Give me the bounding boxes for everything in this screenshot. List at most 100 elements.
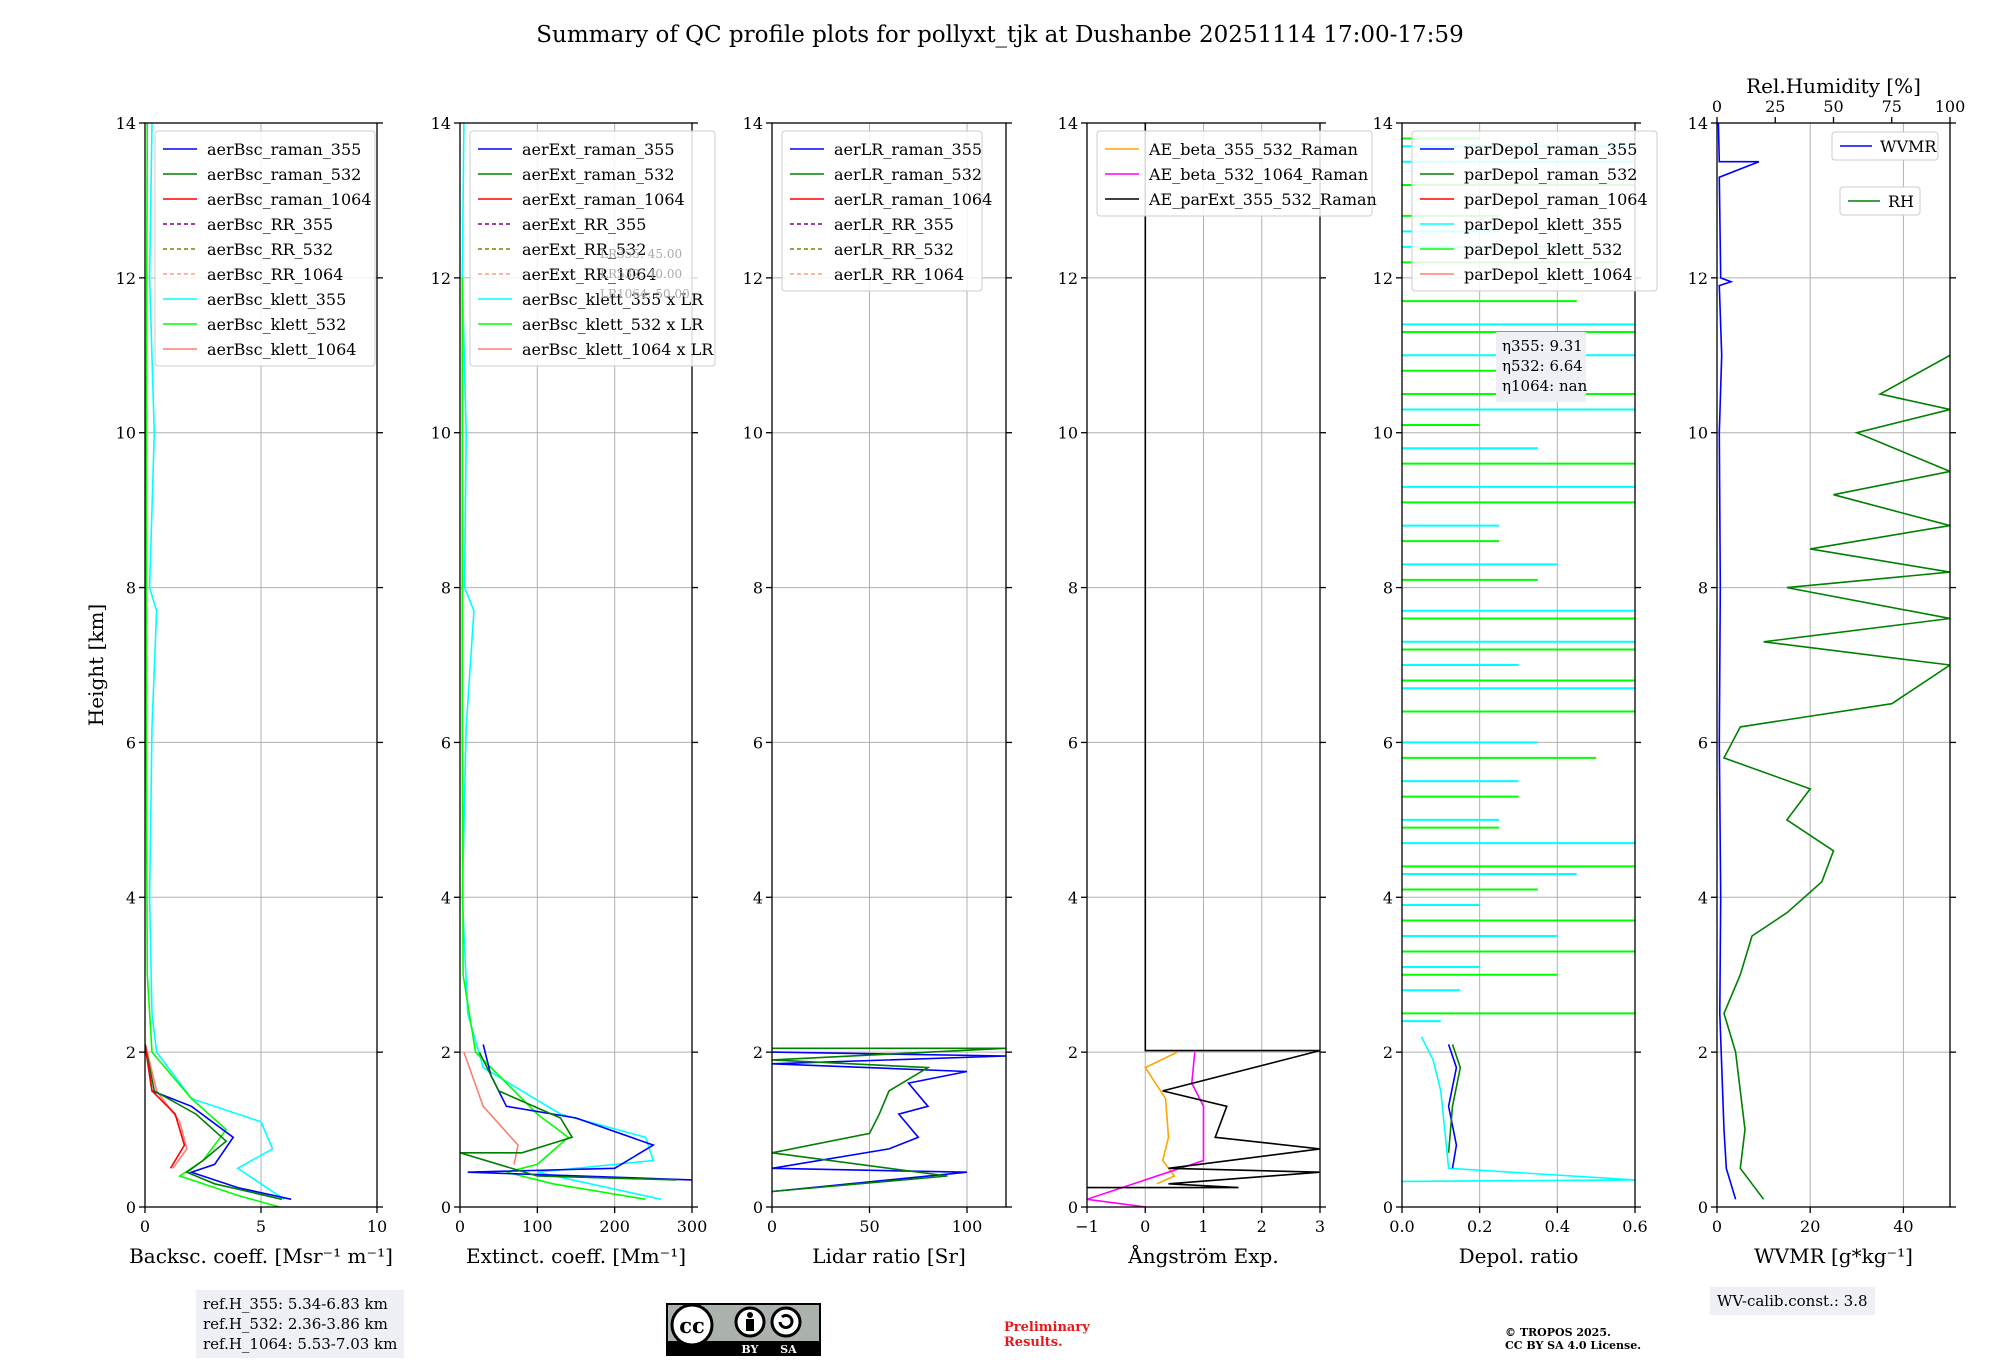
y-tick-label: 4: [441, 888, 451, 907]
legend-label: aerExt_RR_355: [522, 215, 646, 234]
y-tick-label: 0: [126, 1198, 136, 1217]
plot-area: [145, 123, 292, 1207]
legend-label: aerBsc_klett_532 x LR: [522, 315, 704, 334]
axes-frame: [1716, 122, 1951, 1208]
ref-heights-box: ref.H_355: 5.34-6.83 km ref.H_532: 2.36-…: [196, 1290, 405, 1358]
series-klett_1064: [463, 1051, 519, 1165]
x-tick-label: 40: [1893, 1217, 1913, 1236]
x-tick-label: 20: [1800, 1217, 1820, 1236]
legend-label: aerLR_RR_355: [834, 215, 954, 234]
axes-frame: [771, 122, 1007, 1208]
legend-label: aerBsc_klett_532: [207, 315, 346, 334]
legend: parDepol_raman_355 parDepol_raman_532 parD…: [1411, 130, 1658, 292]
legend-label: aerExt_RR_1064: [522, 265, 657, 284]
series-raman_1064: [145, 1044, 186, 1169]
legend-label: aerExt_raman_1064: [522, 190, 685, 209]
legend-label: aerBsc_klett_1064 x LR: [522, 340, 714, 359]
x2-tick-label: 50: [1823, 97, 1843, 116]
x-tick-label: 50: [859, 1217, 879, 1236]
y-tick-label: 0: [1068, 1198, 1078, 1217]
x2-tick-label: 100: [1935, 97, 1966, 116]
annotation-text: LR355: 45.00: [600, 247, 682, 261]
y-tick-label: 2: [441, 1043, 451, 1062]
plot-area: [772, 1047, 1006, 1193]
x-axis-label: Ångström Exp.: [1127, 1243, 1278, 1268]
y-tick-label: 12: [1058, 269, 1078, 288]
plot-area: [1402, 137, 1635, 1183]
legend-label: aerLR_raman_1064: [834, 190, 992, 209]
legend-label: AE_parExt_355_532_Raman: [1148, 190, 1377, 209]
series-raman_355: [467, 1044, 692, 1181]
legend-box: [781, 130, 983, 292]
y-tick-label: 10: [1688, 424, 1708, 443]
y-tick-label: 14: [116, 114, 136, 133]
x-tick-label: 0: [455, 1217, 465, 1236]
legend-label: aerLR_raman_355: [834, 140, 982, 159]
y-tick-label: 0: [753, 1198, 763, 1217]
x-axis-label: Lidar ratio [Sr]: [812, 1244, 966, 1268]
panel-depol: 0 2 4 6 8 10 12 14 0.0 0.2 0.4 0.6 Depol. ratio parDe…: [1373, 114, 1658, 1268]
legend-label: aerLR_RR_1064: [834, 265, 964, 284]
panel-bsc: 0 2 4 6 8 10 12 14 0 5 10 Backsc. coeff. [Msr⁻¹ m⁻¹…: [116, 114, 393, 1268]
legend-label: aerExt_raman_355: [522, 140, 675, 159]
x-tick-label: 10: [367, 1217, 387, 1236]
axes-frame: [459, 122, 693, 1208]
y-tick-label: 8: [753, 579, 763, 598]
legend-label: aerLR_RR_532: [834, 240, 954, 259]
copyright-line-1: © TROPOS 2025.: [1505, 1326, 1611, 1339]
y-tick-label: 10: [116, 424, 136, 443]
x-tick-label: 100: [952, 1217, 983, 1236]
legend-label: aerBsc_RR_355: [207, 215, 333, 234]
legend-box: [154, 130, 376, 367]
x-tick-label: 0.0: [1389, 1217, 1414, 1236]
x-tick-label: 0: [1140, 1217, 1150, 1236]
legend: aerExt_raman_355 aerExt_raman_532 aerExt_r…: [469, 130, 716, 367]
x2-tick-label: 75: [1882, 97, 1902, 116]
x-axis-label: WVMR [g*kg⁻¹]: [1754, 1244, 1913, 1268]
x-tick-label: 300: [677, 1217, 708, 1236]
y-tick-label: 14: [1373, 114, 1393, 133]
series-klett_1064: [145, 1044, 188, 1169]
x-tick-label: 200: [599, 1217, 630, 1236]
axes-frame: [1401, 122, 1636, 1208]
legend-entry: RH: [1839, 186, 1921, 216]
y-tick-label: 10: [743, 424, 763, 443]
y-tick-label: 10: [431, 424, 451, 443]
y-tick-label: 2: [1698, 1043, 1708, 1062]
y-tick-label: 14: [743, 114, 763, 133]
legend-label: RH: [1888, 192, 1914, 211]
series-raman_355: [1447, 1044, 1458, 1169]
legend-label: aerBsc_raman_1064: [207, 190, 372, 209]
legend: aerBsc_raman_355 aerBsc_raman_532 aerBsc_r…: [154, 130, 376, 367]
x-tick-label: 3: [1315, 1217, 1325, 1236]
cc-logo-icon: [670, 1303, 714, 1347]
svg-text:cc: cc: [679, 1313, 705, 1338]
x-axis-label: Depol. ratio: [1459, 1244, 1579, 1268]
x-tick-label: 0.6: [1622, 1217, 1647, 1236]
legend-label: AE_beta_355_532_Raman: [1148, 140, 1358, 159]
plot-area: [1087, 123, 1320, 1207]
y-tick-label: 8: [1698, 579, 1708, 598]
y-tick-label: 8: [1068, 579, 1078, 598]
x-tick-label: −1: [1075, 1217, 1099, 1236]
y-tick-label: 6: [126, 733, 136, 752]
annotation-text: LR1064: 50.00: [600, 287, 690, 301]
y-tick-label: 8: [126, 579, 136, 598]
wv-calib-box: WV-calib.const.: 3.8: [1710, 1287, 1875, 1315]
x-tick-label: 0: [1712, 1217, 1722, 1236]
y-tick-label: 8: [1383, 579, 1393, 598]
annotation-box: LR355: 45.00 LR532: 40.00 LR1064: 50.00: [600, 247, 690, 301]
y-tick-label: 2: [753, 1043, 763, 1062]
legend: AE_beta_355_532_Raman AE_beta_532_1064_Ra…: [1096, 130, 1377, 217]
y-tick-label: 4: [1383, 888, 1393, 907]
y-tick-label: 12: [1688, 269, 1708, 288]
x2-tick-label: 25: [1765, 97, 1785, 116]
y-tick-label: 14: [1058, 114, 1078, 133]
legend-label: parDepol_raman_1064: [1464, 190, 1648, 209]
y-tick-label: 12: [116, 269, 136, 288]
ref-height-1064: ref.H_1064: 5.53-7.03 km: [203, 1335, 398, 1353]
license-badge-text: BY SA: [741, 1343, 797, 1356]
legend-label: parDepol_klett_355: [1464, 215, 1622, 234]
x-tick-label: 2: [1257, 1217, 1267, 1236]
